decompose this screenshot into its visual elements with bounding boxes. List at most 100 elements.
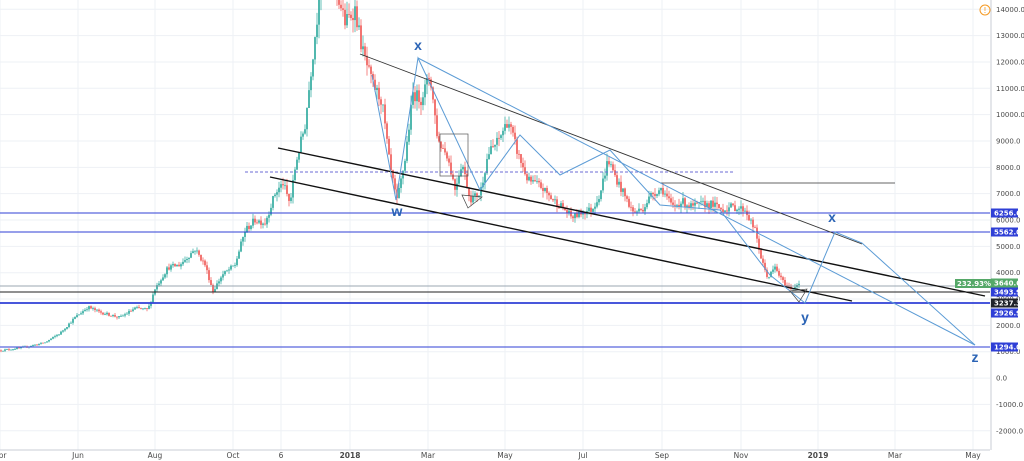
candle-body <box>370 66 372 74</box>
candle-body <box>214 289 216 292</box>
candle-body <box>128 310 130 314</box>
y-tick-label: 2000.0 <box>996 322 1021 330</box>
candle-body <box>166 267 168 275</box>
candle-body <box>730 203 732 208</box>
candle-body <box>382 104 384 106</box>
candle-body <box>506 124 508 128</box>
candle-body <box>14 349 16 350</box>
y-tick-label: 11000.0 <box>996 85 1024 93</box>
candle-body <box>740 206 742 209</box>
candle-body <box>760 249 762 259</box>
annotations <box>0 53 990 348</box>
x-tick-label: Jun <box>71 451 84 460</box>
candle-body <box>520 154 522 163</box>
candle-body <box>298 152 300 160</box>
x-tick-label: Aug <box>148 451 163 460</box>
candle-body <box>412 92 414 105</box>
candle-body <box>482 182 484 188</box>
candle-body <box>312 59 314 77</box>
candle-body <box>272 196 274 208</box>
candle-body <box>656 194 658 196</box>
price-tag-label: 1294.0 <box>994 344 1021 352</box>
candle-body <box>688 205 690 207</box>
candle-body <box>142 308 144 310</box>
candle-body <box>684 198 686 207</box>
candle-body <box>604 175 606 179</box>
candle-body <box>304 129 306 134</box>
candle-body <box>700 201 702 203</box>
candle-body <box>74 317 76 319</box>
candle-body <box>32 345 34 347</box>
candle-body <box>174 264 176 267</box>
candle-body <box>118 316 120 318</box>
candle-body <box>732 203 734 206</box>
candle-body <box>110 315 112 317</box>
candle-body <box>550 195 552 200</box>
candle-body <box>340 4 342 9</box>
candle-body <box>82 311 84 314</box>
candle-body <box>702 200 704 202</box>
price-tag <box>991 342 1018 352</box>
candle-body <box>266 217 268 225</box>
candle-body <box>676 204 678 206</box>
candle-body <box>124 314 126 316</box>
candle-body <box>652 192 654 195</box>
candle-body <box>230 265 232 270</box>
candle-body <box>580 210 582 215</box>
candle-body <box>10 349 12 351</box>
candle-body <box>516 139 518 154</box>
candle-body <box>554 199 556 201</box>
y-tick-label: 14000.0 <box>996 6 1024 14</box>
candle-body <box>192 251 194 254</box>
y-tick-label: 0.0 <box>996 375 1007 383</box>
candle-body <box>496 137 498 145</box>
candle-body <box>144 308 146 309</box>
y-tick-label: 6000.0 <box>996 217 1021 225</box>
candle-body <box>710 200 712 208</box>
candle-body <box>560 203 562 209</box>
candle-body <box>406 141 408 161</box>
candle-body <box>540 182 542 188</box>
candle-body <box>232 265 234 267</box>
candle-body <box>58 334 60 336</box>
x-tick-label: Oct <box>227 451 240 460</box>
candle-body <box>432 87 434 100</box>
candle-body <box>220 277 222 282</box>
candle-body <box>572 216 574 219</box>
candle-body <box>294 169 296 180</box>
candle-body <box>176 264 178 267</box>
candle-body <box>488 154 490 160</box>
warning-icon[interactable]: ! <box>979 4 991 16</box>
candle-body <box>734 205 736 212</box>
candle-body <box>696 202 698 204</box>
candle-body <box>460 169 462 176</box>
wave-path <box>371 56 976 346</box>
candle-body <box>772 269 774 272</box>
candle-body <box>666 193 668 197</box>
candle-body <box>682 198 684 204</box>
x-tick-label: 2019 <box>808 451 829 460</box>
candle-body <box>4 349 6 351</box>
x-tick-label: May <box>497 451 513 460</box>
candle-body <box>120 315 122 317</box>
candle-body <box>728 207 730 212</box>
candle-body <box>498 137 500 139</box>
candle-body <box>36 344 38 346</box>
candle-body <box>366 55 368 66</box>
y-tick-label: 10000.0 <box>996 111 1024 119</box>
candle-body <box>162 277 164 281</box>
candle-body <box>500 135 502 138</box>
candle-body <box>194 250 196 252</box>
candle-body <box>344 9 346 26</box>
candle-body <box>102 312 104 315</box>
candle-body <box>16 347 18 350</box>
candle-body <box>632 207 634 212</box>
candle-body <box>476 193 478 198</box>
candle-body <box>394 178 396 190</box>
candle-body <box>256 222 258 224</box>
candle-body <box>528 176 530 181</box>
candle-body <box>212 284 214 292</box>
candle-body <box>464 166 466 175</box>
candle-body <box>538 180 540 183</box>
